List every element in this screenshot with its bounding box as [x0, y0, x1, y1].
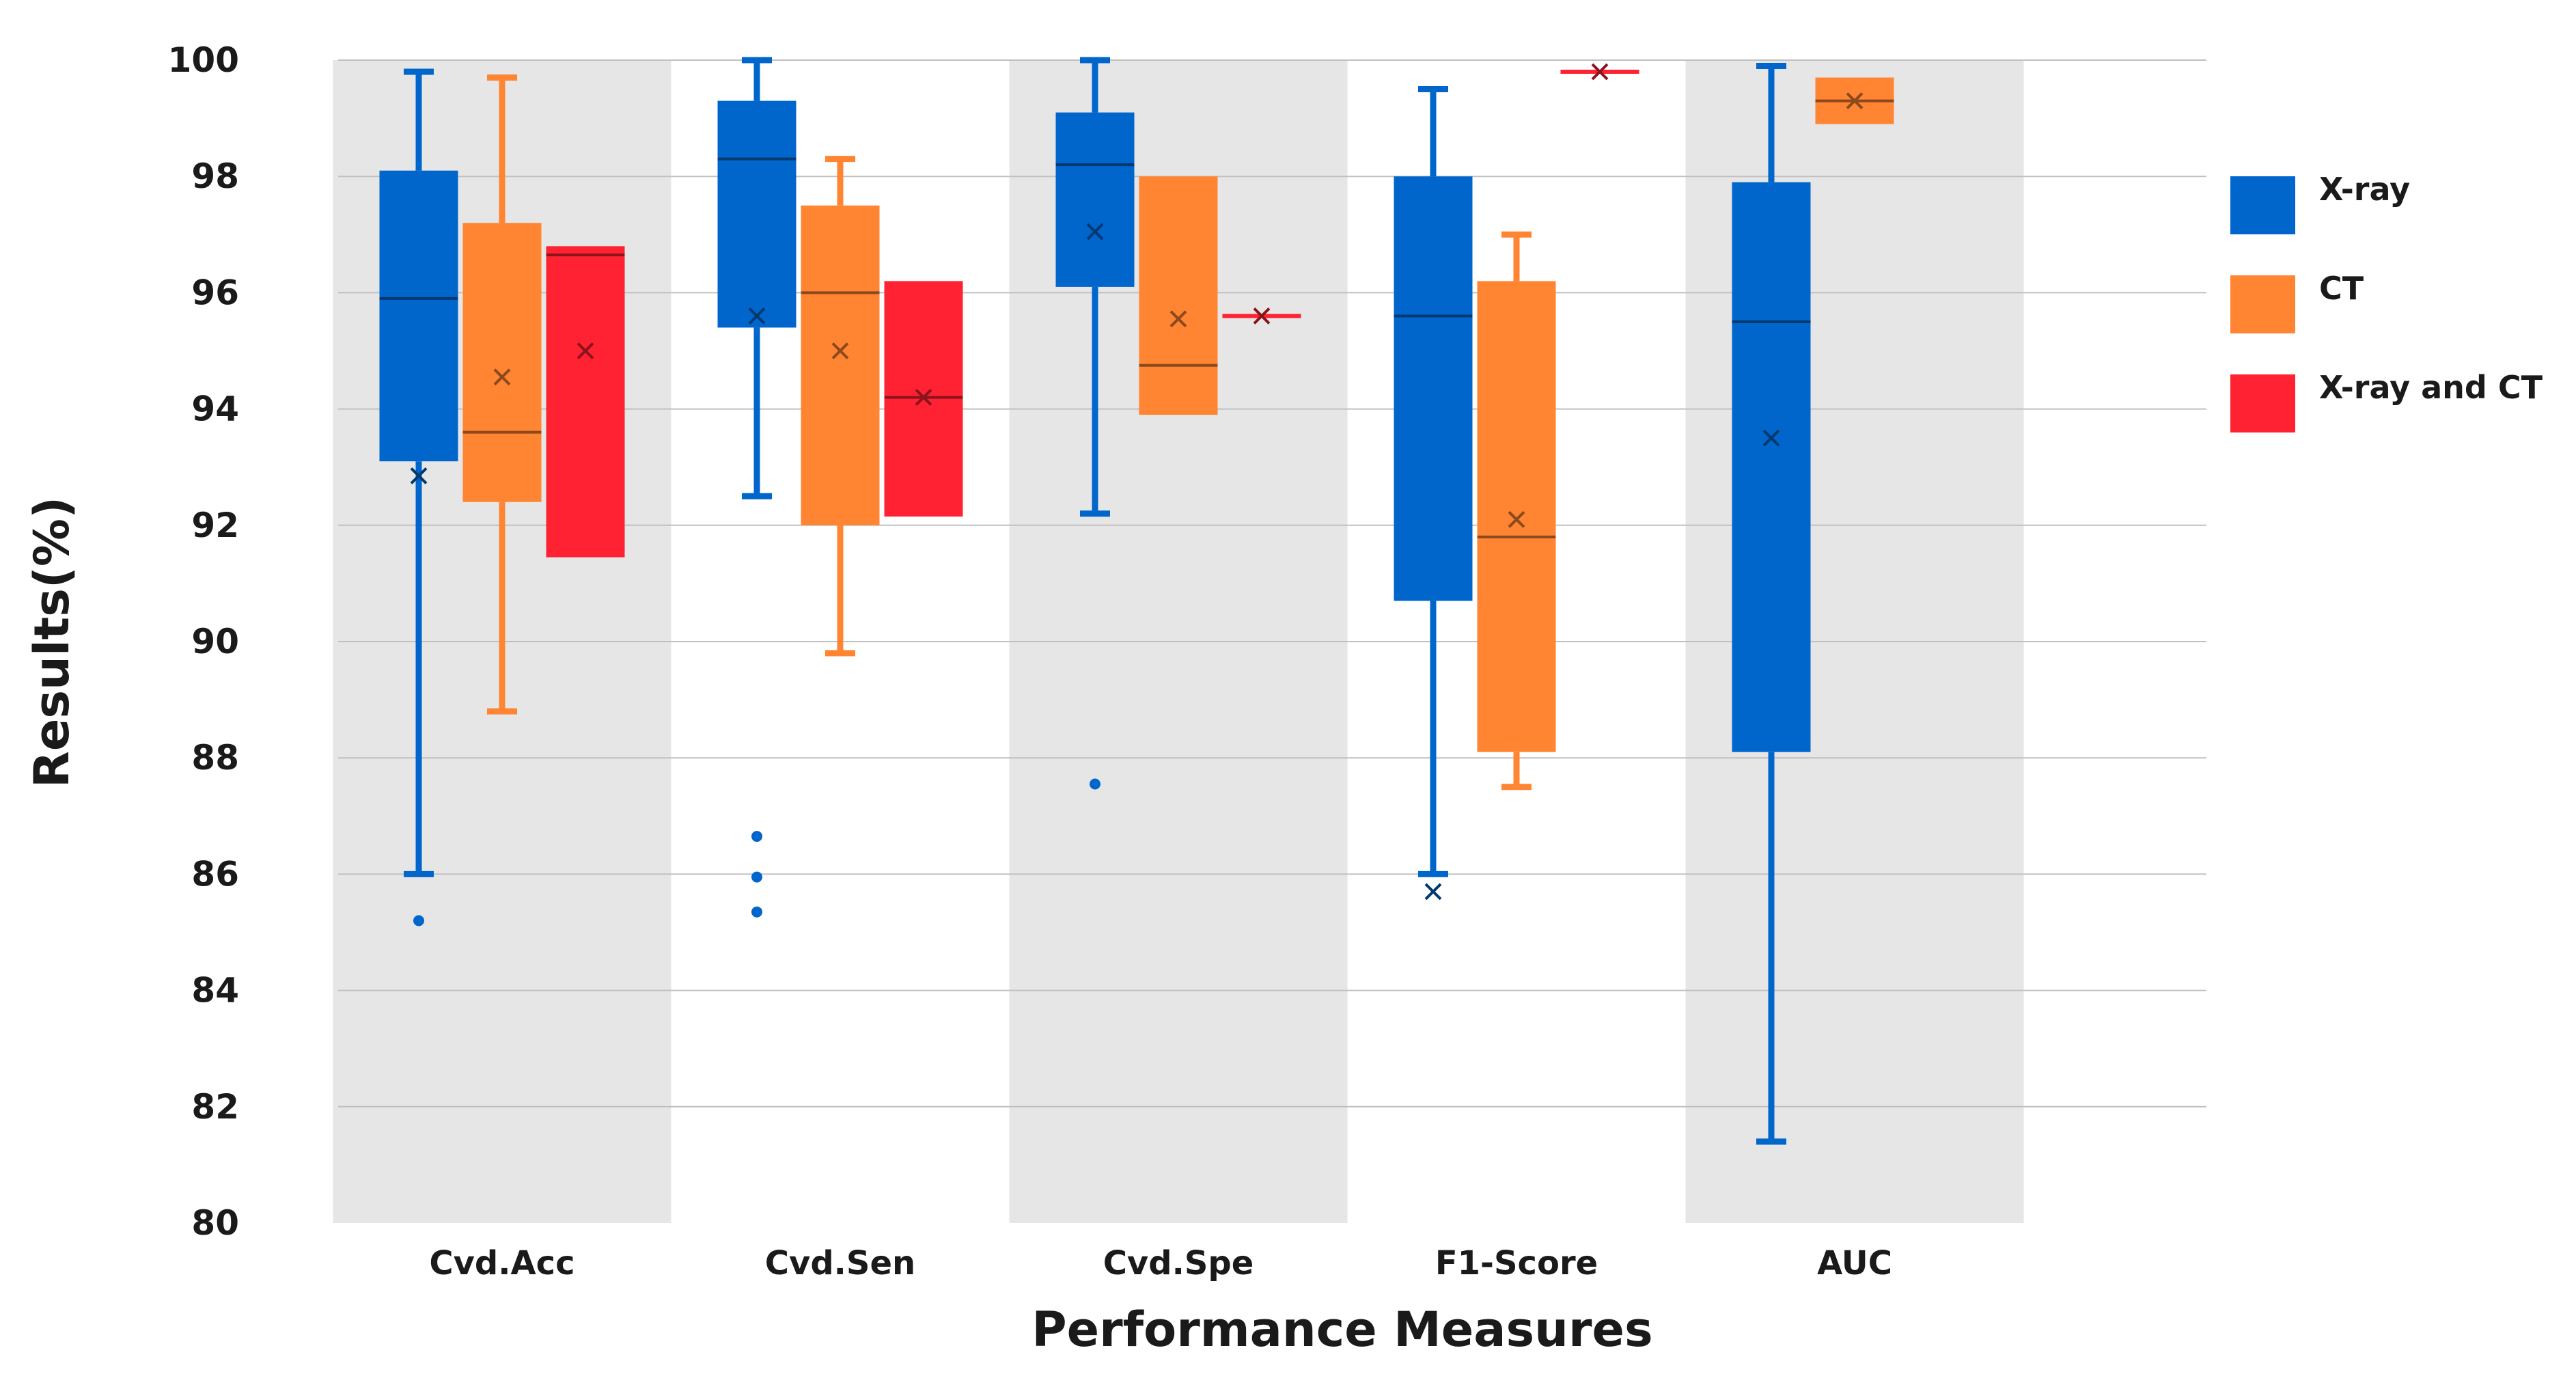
legend-swatch-ct: [2230, 275, 2295, 333]
box-body: [1477, 281, 1556, 752]
box-body: [462, 223, 542, 502]
box-x-ray-f1-score: [1394, 86, 1473, 901]
mean-marker: [1762, 429, 1780, 447]
box-body: [1394, 176, 1473, 601]
legend-label-ct: CT: [2319, 270, 2364, 307]
legend-label-x-ray: X-ray: [2319, 171, 2410, 208]
y-tick-label-92: 92: [191, 506, 239, 545]
mean-marker: [1169, 310, 1187, 328]
y-axis-title: Results(%): [24, 497, 80, 788]
legend-label-x-ray-and-ct: X-ray and CT: [2319, 369, 2543, 406]
legend-swatch-x-ray: [2230, 176, 2295, 234]
gridlines: [338, 59, 2206, 1108]
box-body: [1055, 112, 1135, 287]
box-body: [546, 246, 625, 558]
y-axis-ticks: 80 82 84 86 88 90 92 94 96 98 100: [168, 40, 239, 1243]
y-tick-label-86: 86: [191, 854, 239, 894]
box-x-ray-and-ct-cvd-spe: [1222, 307, 1301, 325]
outlier-point: [751, 831, 762, 842]
y-tick-label-84: 84: [191, 971, 239, 1011]
y-tick-label-100: 100: [168, 40, 239, 80]
box-body: [379, 170, 458, 462]
mean-marker: [410, 467, 428, 484]
x-category-label: F1-Score: [1435, 1244, 1598, 1282]
x-axis-category-labels: Cvd.Acc Cvd.Sen Cvd.Spe F1-Score AUC: [429, 1244, 1892, 1282]
mean-marker: [1253, 307, 1271, 325]
y-tick-label-80: 80: [191, 1203, 239, 1243]
x-category-label: AUC: [1817, 1244, 1892, 1282]
legend-swatch-x-ray-and-ct: [2230, 374, 2295, 432]
box-series: [379, 57, 1894, 1145]
box-body: [717, 100, 797, 328]
box-x-ray-cvd-spe: [1055, 57, 1135, 790]
x-category-label: Cvd.Acc: [429, 1244, 574, 1282]
box-ct-cvd-sen: [801, 156, 880, 657]
box-x-ray-auc: [1732, 63, 1811, 1145]
mean-marker: [831, 342, 849, 359]
y-tick-label-90: 90: [191, 622, 239, 661]
box-ct-cvd-acc: [462, 74, 542, 715]
box-ct-cvd-spe: [1139, 176, 1218, 415]
outlier-point: [413, 915, 424, 926]
y-tick-label-96: 96: [191, 273, 239, 312]
box-x-ray-and-ct-cvd-acc: [546, 246, 625, 558]
x-axis-title: Performance Measures: [1031, 1302, 1652, 1358]
box-body: [1139, 176, 1218, 415]
y-tick-label-82: 82: [191, 1087, 239, 1127]
box-x-ray-and-ct-cvd-sen: [884, 281, 963, 517]
mean-marker: [577, 342, 594, 359]
box-x-ray-cvd-acc: [379, 68, 458, 926]
box-ct-f1-score: [1477, 231, 1556, 791]
mean-marker: [1086, 223, 1104, 241]
box-body: [801, 205, 880, 525]
legend: X-ray CT X-ray and CT: [2230, 171, 2543, 432]
box-body: [1732, 182, 1811, 752]
y-tick-label-94: 94: [191, 389, 239, 429]
outlier-point: [1090, 778, 1100, 790]
outlier-point: [751, 871, 762, 883]
box-x-ray-cvd-sen: [717, 57, 797, 918]
y-tick-label-88: 88: [191, 738, 239, 778]
outlier-point: [751, 906, 762, 918]
box-x-ray-and-ct-f1-score: [1560, 63, 1639, 81]
mean-marker: [748, 307, 766, 325]
mean-marker: [1591, 63, 1609, 81]
mean-marker: [915, 389, 932, 406]
mean-marker: [1424, 883, 1442, 901]
mean-marker: [1508, 510, 1525, 528]
y-tick-label-98: 98: [191, 156, 239, 196]
x-category-label: Cvd.Sen: [765, 1244, 915, 1282]
mean-marker: [1846, 92, 1864, 109]
mean-marker: [493, 368, 511, 386]
x-category-label: Cvd.Spe: [1103, 1244, 1254, 1282]
box-ct-auc: [1815, 77, 1894, 124]
